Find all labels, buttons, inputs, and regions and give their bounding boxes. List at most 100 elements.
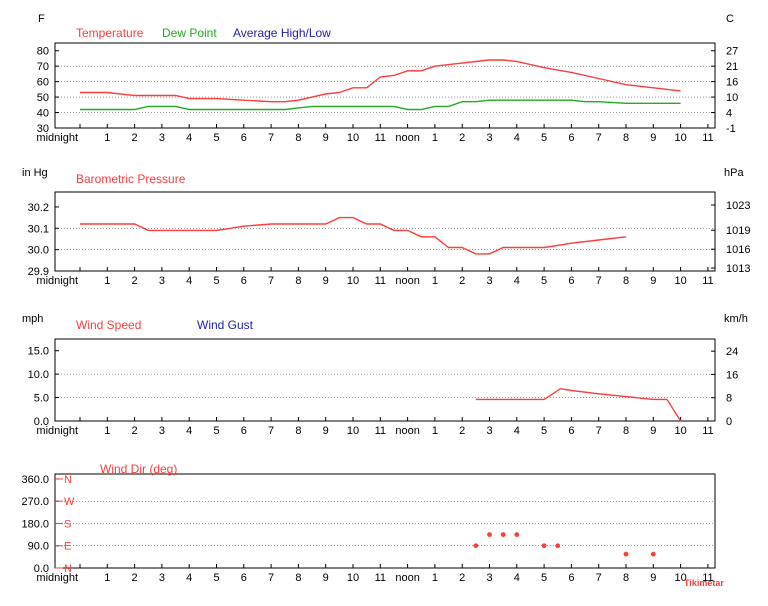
- x-tick-label: 5: [541, 275, 547, 287]
- x-tick-label: 1: [104, 425, 110, 437]
- x-tick-label: 7: [596, 275, 602, 287]
- wind-dir-point: [650, 551, 656, 557]
- left-unit-label: mph: [22, 313, 43, 325]
- x-tick-label: 5: [213, 275, 219, 287]
- wind-dir-point: [514, 532, 520, 538]
- compass-label: E: [64, 541, 71, 553]
- right-tick-label: 1016: [726, 244, 750, 256]
- wind-dir-point: [555, 543, 561, 549]
- right-unit-label: km/h: [724, 313, 748, 325]
- left-tick-label: 0.0: [34, 416, 49, 428]
- x-tick-label: 10: [347, 572, 359, 584]
- x-tick-label: 11: [702, 275, 713, 287]
- x-tick-label: 6: [568, 132, 574, 144]
- right-tick-label: 10: [726, 92, 738, 104]
- x-tick-label: 8: [623, 572, 629, 584]
- x-tick-label: 5: [213, 425, 219, 437]
- left-tick-label: 5.0: [34, 393, 49, 405]
- right-unit-label: hPa: [724, 167, 744, 179]
- x-tick-label: 11: [375, 275, 386, 287]
- x-tick-label: noon: [395, 275, 419, 287]
- legend-entry: Barometric Pressure: [76, 172, 186, 186]
- x-tick-label: 3: [159, 425, 165, 437]
- right-tick-label: 1013: [726, 263, 750, 275]
- x-tick-label: 8: [623, 425, 629, 437]
- x-tick-label: 7: [596, 572, 602, 584]
- x-tick-label: 4: [514, 572, 520, 584]
- x-tick-label: 10: [674, 275, 686, 287]
- watermark-text: Tikimetar: [684, 578, 724, 588]
- legend-entry: Average High/Low: [233, 26, 331, 40]
- wind-dir-point: [487, 532, 492, 538]
- left-tick-label: 40: [37, 108, 49, 120]
- left-tick-label: 29.9: [28, 266, 49, 278]
- x-tick-label: 3: [486, 132, 492, 144]
- x-tick-label: 11: [375, 132, 386, 144]
- compass-label: W: [64, 496, 75, 508]
- x-tick-label: 7: [268, 572, 274, 584]
- right-tick-label: 8: [726, 393, 732, 405]
- x-tick-label: 2: [459, 132, 465, 144]
- x-tick-label: 4: [186, 275, 192, 287]
- x-tick-label: 3: [159, 275, 165, 287]
- x-tick-label: 3: [486, 572, 492, 584]
- x-tick-label: 8: [623, 132, 629, 144]
- x-tick-label: 10: [347, 132, 359, 144]
- x-tick-label: 6: [241, 275, 247, 287]
- x-tick-label: 8: [295, 275, 301, 287]
- x-tick-label: 10: [674, 572, 686, 584]
- right-tick-label: 1023: [726, 200, 750, 212]
- x-tick-label: 9: [323, 132, 329, 144]
- left-tick-label: 50: [37, 92, 49, 104]
- x-tick-label: 6: [241, 572, 247, 584]
- left-tick-label: 0.0: [34, 563, 49, 575]
- x-tick-label: 10: [674, 425, 686, 437]
- x-tick-label: midnight: [36, 425, 78, 437]
- x-tick-label: 8: [295, 132, 301, 144]
- legend-entry: Wind Gust: [197, 318, 254, 332]
- x-tick-label: 5: [213, 132, 219, 144]
- x-tick-label: 1: [104, 275, 110, 287]
- x-tick-label: 3: [486, 425, 492, 437]
- x-tick-label: 8: [295, 572, 301, 584]
- x-tick-label: 6: [568, 425, 574, 437]
- right-tick-label: -1: [726, 123, 736, 135]
- x-tick-label: 2: [132, 425, 138, 437]
- x-tick-label: 4: [186, 425, 192, 437]
- series-line-temperature: [80, 59, 681, 103]
- x-tick-label: noon: [395, 572, 419, 584]
- right-tick-label: 24: [726, 346, 738, 358]
- x-tick-label: 6: [241, 132, 247, 144]
- x-tick-label: 7: [596, 132, 602, 144]
- x-tick-label: 10: [674, 132, 686, 144]
- plot-frame: [54, 191, 716, 272]
- left-tick-label: 180.0: [21, 518, 49, 530]
- x-tick-label: 1: [432, 275, 438, 287]
- x-tick-label: 3: [159, 572, 165, 584]
- x-tick-label: 7: [268, 425, 274, 437]
- x-tick-label: 9: [323, 572, 329, 584]
- x-tick-label: 9: [323, 425, 329, 437]
- right-tick-label: 4: [726, 108, 732, 120]
- left-tick-label: 10.0: [28, 369, 49, 381]
- series-line-pressure: [80, 216, 627, 255]
- left-tick-label: 60: [37, 77, 49, 89]
- x-tick-label: 8: [295, 425, 301, 437]
- x-tick-label: 9: [650, 275, 656, 287]
- plot-frame: [54, 42, 716, 129]
- x-tick-label: 11: [702, 132, 713, 144]
- x-tick-label: 11: [375, 572, 386, 584]
- right-tick-label: 1019: [726, 225, 750, 237]
- left-tick-label: 270.0: [21, 496, 49, 508]
- x-tick-label: 3: [486, 275, 492, 287]
- x-tick-label: 1: [104, 132, 110, 144]
- x-tick-label: 4: [514, 275, 520, 287]
- left-tick-label: 30.2: [28, 202, 49, 214]
- right-tick-label: 16: [726, 77, 738, 89]
- x-tick-label: midnight: [36, 132, 78, 144]
- x-tick-label: noon: [395, 425, 419, 437]
- compass-label: N: [64, 474, 72, 486]
- compass-label: N: [64, 563, 72, 575]
